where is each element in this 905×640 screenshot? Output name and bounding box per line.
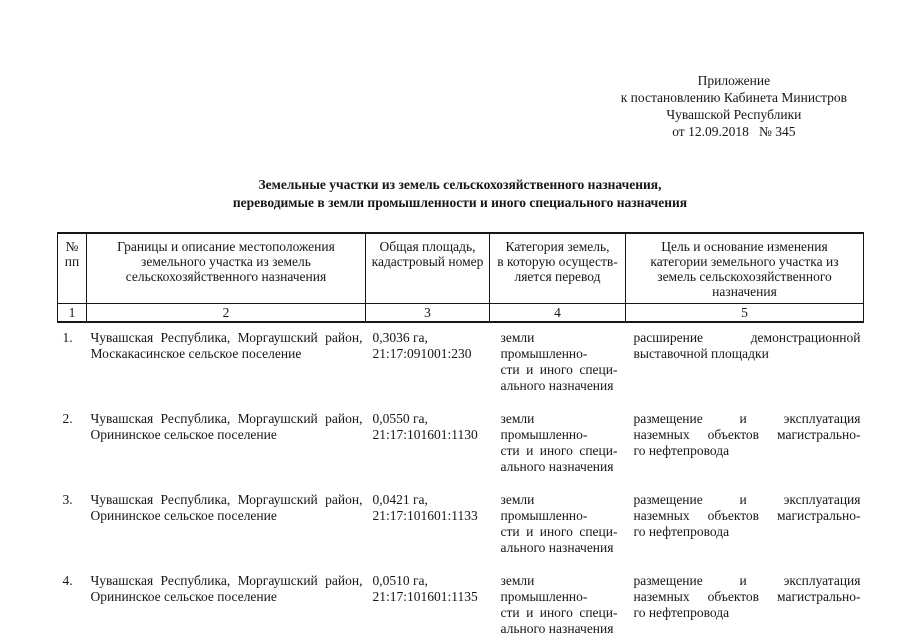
cell-purpose: размещение и эксплуатация наземных объект… xyxy=(633,573,861,620)
appendix-header-line: Чувашской Республики xyxy=(666,107,802,122)
column-number-4: 4 xyxy=(489,303,626,323)
cell-location: Чувашская Республика, Моргаушский район,… xyxy=(90,411,363,442)
table-row: 4. Чувашская Республика, Моргаушский райо… xyxy=(58,566,864,640)
col-header-area-cadastre: Общая площадь, кадастровый номер xyxy=(365,232,490,304)
document-title-line: Земельные участки из земель сельскохозяй… xyxy=(258,177,662,192)
cell-purpose: расширение демонстрационной выставочной п… xyxy=(633,330,861,361)
appendix-header-line: от 12.09.2018 № 345 xyxy=(672,124,796,139)
table-row: 3. Чувашская Республика, Моргаушский райо… xyxy=(58,485,864,566)
column-numbering-row: 1 2 3 4 5 xyxy=(57,303,864,323)
appendix-header-line: Приложение xyxy=(697,73,771,88)
appendix-header-line: к постановлению Кабинета Министров xyxy=(620,90,847,105)
land-parcels-table: № пп Границы и описание местоположения з… xyxy=(57,232,864,640)
cell-category: земли промышленно-сти и иного специ-альн… xyxy=(500,573,618,636)
col-header-num: № пп xyxy=(57,232,87,304)
appendix-header: Приложение к постановлению Кабинета Мини… xyxy=(621,0,847,140)
cell-location: Чувашская Республика, Моргаушский район,… xyxy=(90,573,363,604)
table-body: 1. Чувашская Республика, Моргаушский райо… xyxy=(58,322,864,640)
document-title-line: переводимые в земли промышленности и ино… xyxy=(232,195,688,210)
table-header-row: № пп Границы и описание местоположения з… xyxy=(57,232,864,304)
cell-location: Чувашская Республика, Моргаушский район,… xyxy=(90,330,363,361)
cell-num: 2. xyxy=(62,411,73,426)
cell-category: земли промышленно-сти и иного специ-альн… xyxy=(500,330,618,393)
cell-purpose: размещение и эксплуатация наземных объект… xyxy=(633,492,861,539)
column-number-2: 2 xyxy=(86,303,366,323)
column-number-5: 5 xyxy=(625,303,864,323)
cell-purpose: размещение и эксплуатация наземных объект… xyxy=(633,411,861,458)
document-title: Земельные участки из земель сельскохозяй… xyxy=(57,176,863,212)
col-header-purpose: Цель и основание изменения категории зем… xyxy=(625,232,864,304)
col-header-category: Категория земель, в которую осуществ- ля… xyxy=(489,232,626,304)
table-row: 2. Чувашская Республика, Моргаушский райо… xyxy=(58,404,864,485)
cell-location: Чувашская Республика, Моргаушский район,… xyxy=(90,492,363,523)
cell-num: 4. xyxy=(62,573,73,588)
cell-category: земли промышленно-сти и иного специ-альн… xyxy=(500,492,618,555)
col-header-location: Границы и описание местоположения земель… xyxy=(86,232,366,304)
cell-area_cadastre: 0,3036 га, 21:17:091001:230 xyxy=(372,330,472,361)
cell-num: 3. xyxy=(62,492,73,507)
cell-area_cadastre: 0,0421 га, 21:17:101601:1133 xyxy=(372,492,478,523)
cell-category: земли промышленно-сти и иного специ-альн… xyxy=(500,411,618,474)
cell-area_cadastre: 0,0550 га, 21:17:101601:1130 xyxy=(372,411,478,442)
column-number-3: 3 xyxy=(365,303,490,323)
cell-num: 1. xyxy=(62,330,73,345)
cell-area_cadastre: 0,0510 га, 21:17:101601:1135 xyxy=(372,573,478,604)
table-row: 1. Чувашская Республика, Моргаушский райо… xyxy=(58,322,864,404)
column-number-1: 1 xyxy=(57,303,87,323)
